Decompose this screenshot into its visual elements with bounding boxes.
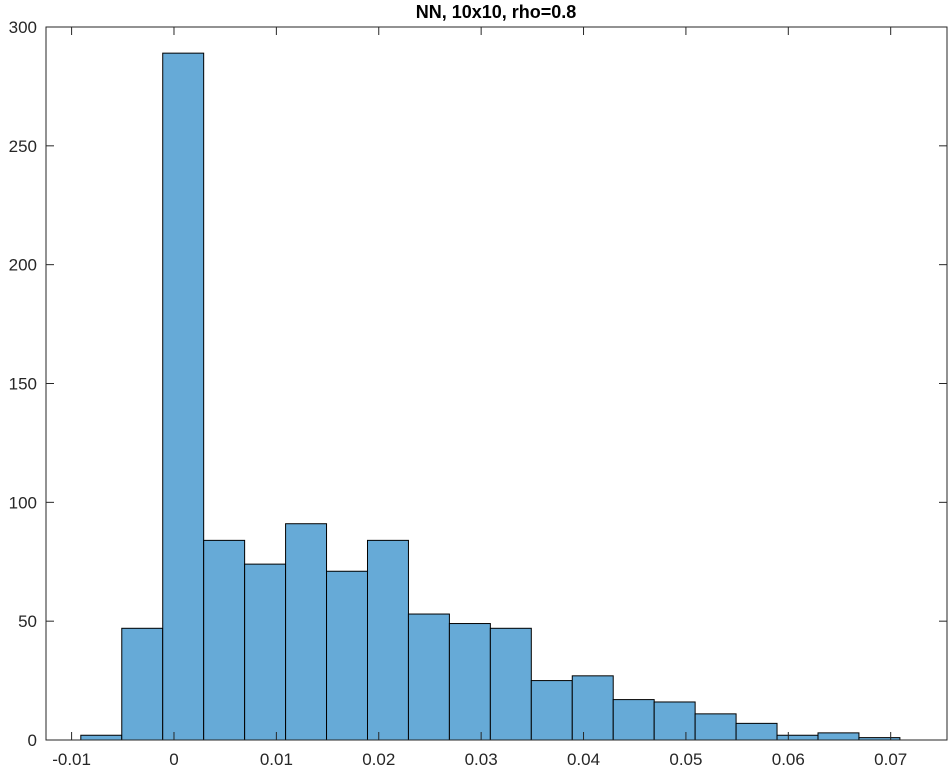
- x-tick-label: 0.01: [260, 750, 293, 769]
- x-tick-label: 0.02: [362, 750, 395, 769]
- y-tick-label: 200: [9, 256, 37, 275]
- x-tick-label: 0.06: [772, 750, 805, 769]
- y-tick-label: 250: [9, 137, 37, 156]
- histogram-bar: [530, 680, 573, 741]
- histogram-bar: [817, 732, 860, 741]
- histogram-bar: [80, 734, 123, 741]
- histogram-bar: [776, 734, 819, 741]
- x-tick-label: -0.01: [52, 750, 91, 769]
- histogram-bar: [285, 523, 328, 741]
- histogram-bar: [448, 623, 491, 741]
- x-tick-label: 0.07: [874, 750, 907, 769]
- y-tick-label: 300: [9, 18, 37, 37]
- y-tick-label: 50: [18, 612, 37, 631]
- y-tick-label: 150: [9, 375, 37, 394]
- histogram-bar: [366, 539, 409, 741]
- chart-title: NN, 10x10, rho=0.8: [416, 2, 577, 22]
- histogram-bar: [326, 570, 368, 741]
- x-tick-label: 0.05: [669, 750, 702, 769]
- histogram-bar: [694, 713, 737, 741]
- histogram-bar: [407, 613, 450, 741]
- histogram-bar: [489, 627, 532, 741]
- bars-layer: [80, 52, 901, 741]
- x-tick-label: 0.03: [465, 750, 498, 769]
- histogram-bar: [571, 675, 614, 741]
- histogram-bar: [121, 627, 164, 741]
- x-tick-label: 0.04: [567, 750, 600, 769]
- axes-layer: -0.01 0 0.01 0.02 0.03 0.04 0.05 0.06 0.07 0 50 100…: [9, 18, 948, 769]
- y-tick-label: 0: [28, 731, 37, 750]
- histogram-bar: [653, 701, 696, 741]
- histogram-bar: [203, 539, 246, 741]
- histogram-bar: [612, 699, 655, 741]
- histogram-bar: [162, 52, 205, 741]
- x-tick-label: 0: [169, 750, 178, 769]
- histogram-bar: [735, 722, 778, 741]
- y-tick-label: 100: [9, 493, 37, 512]
- histogram-bar: [244, 563, 287, 741]
